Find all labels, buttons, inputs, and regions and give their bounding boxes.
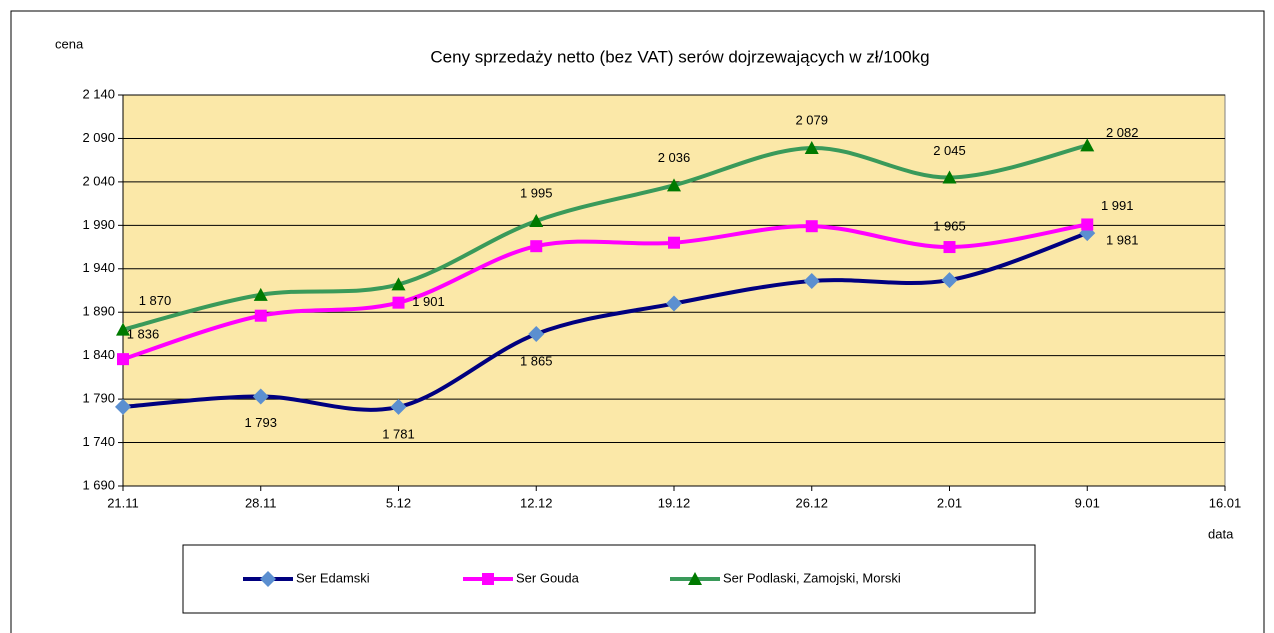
series-line [122, 222, 1088, 362]
marker [391, 277, 406, 291]
marker [942, 170, 957, 184]
marker [1080, 138, 1095, 152]
y-tick-label: 1 790 [82, 391, 115, 406]
marker [530, 240, 543, 253]
marker [253, 287, 268, 301]
series-line [122, 143, 1088, 332]
x-tick-label: 2.01 [937, 495, 962, 510]
data-label: 1 981 [1106, 233, 1139, 248]
marker [804, 141, 819, 155]
legend-label: Ser Edamski [296, 570, 370, 585]
y-tick-label: 2 140 [82, 86, 115, 101]
marker [390, 398, 407, 415]
x-tick-label: 5.12 [386, 495, 411, 510]
marker [528, 325, 545, 342]
data-label: 2 079 [795, 112, 828, 127]
marker [943, 241, 956, 254]
marker [941, 272, 958, 289]
data-label: 2 036 [658, 150, 691, 165]
x-tick-label: 9.01 [1075, 495, 1100, 510]
marker [529, 213, 544, 227]
y-tick-label: 1 940 [82, 260, 115, 275]
series-line [122, 231, 1088, 412]
data-label: 2 045 [933, 143, 966, 158]
x-tick-label: 28.11 [245, 495, 277, 510]
marker [254, 309, 267, 322]
data-label: 1 901 [412, 294, 445, 309]
y-tick-label: 2 040 [82, 173, 115, 188]
y-tick-label: 1 740 [82, 434, 115, 449]
x-axis-label: data [1208, 526, 1234, 541]
marker [252, 388, 269, 405]
data-label: 2 082 [1106, 125, 1139, 140]
y-tick-label: 2 090 [82, 130, 115, 145]
marker [805, 220, 818, 233]
marker [688, 572, 702, 585]
y-tick-label: 1 690 [82, 477, 115, 492]
frame [10, 10, 1265, 633]
x-tick-label: 21.11 [107, 495, 139, 510]
data-label: 1 865 [520, 353, 553, 368]
marker [667, 178, 681, 192]
marker [260, 571, 276, 587]
chart-title: Ceny sprzedaży netto (bez VAT) serów doj… [430, 47, 929, 66]
marker [115, 398, 131, 415]
data-label: 1 870 [139, 293, 172, 308]
y-tick-label: 1 840 [82, 347, 115, 362]
data-label: 1 781 [382, 426, 415, 441]
data-label: 1 995 [520, 185, 553, 200]
legend-label: Ser Gouda [516, 570, 580, 585]
marker [668, 236, 680, 249]
marker [116, 322, 130, 336]
marker [482, 573, 494, 585]
marker [666, 295, 682, 312]
data-label: 1 793 [244, 415, 277, 430]
x-tick-label: 19.12 [658, 495, 691, 510]
x-tick-label: 16.01 [1209, 495, 1242, 510]
y-tick-label: 1 890 [82, 304, 115, 319]
y-tick-label: 1 990 [82, 217, 115, 232]
x-tick-label: 26.12 [795, 495, 828, 510]
data-label: 1 965 [933, 218, 966, 233]
marker [803, 272, 820, 289]
y-axis-label: cena [55, 36, 84, 51]
x-tick-label: 12.12 [520, 495, 553, 510]
marker [117, 353, 129, 366]
marker [1081, 218, 1094, 231]
data-label: 1 991 [1101, 198, 1134, 213]
marker [392, 296, 405, 309]
legend-label: Ser Podlaski, Zamojski, Morski [723, 570, 901, 585]
legend [182, 544, 1036, 614]
data-label: 1 836 [127, 327, 160, 342]
